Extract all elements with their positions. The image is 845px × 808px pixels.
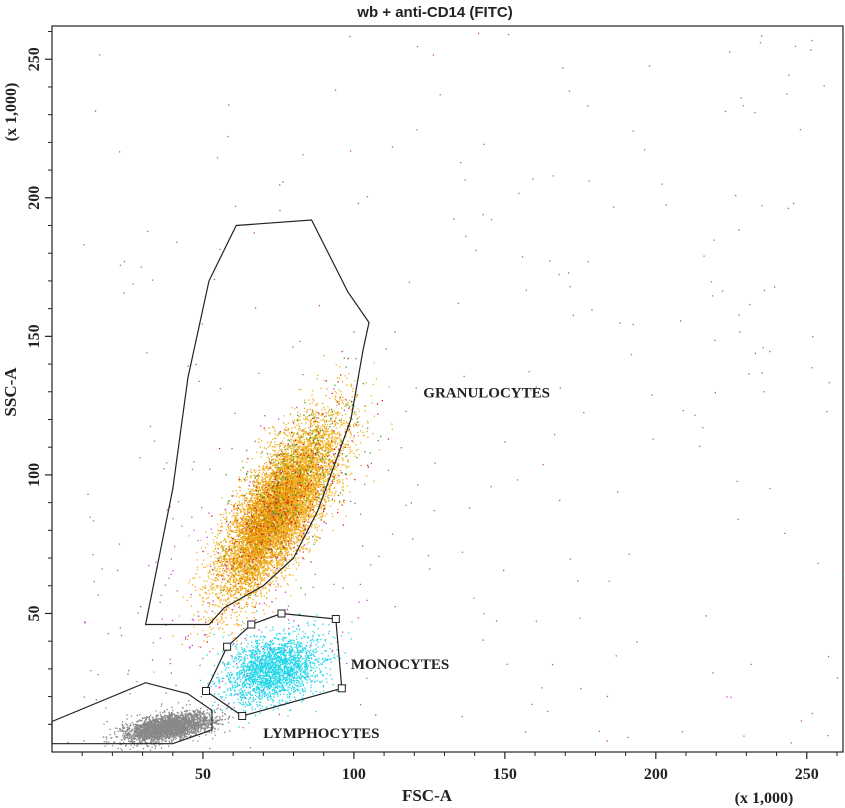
gate-outline-monocytes[interactable] bbox=[205, 612, 343, 717]
y-tick-label: 250 bbox=[26, 47, 43, 71]
gate-handle[interactable] bbox=[223, 642, 232, 651]
y-axis-label: SSC-A bbox=[1, 367, 20, 417]
gate-outline-granulocytes[interactable] bbox=[144, 219, 370, 626]
y-axis-multiplier: (x 1,000) bbox=[3, 83, 20, 142]
gate-outline-lymphocytes[interactable] bbox=[51, 682, 213, 745]
event-layer bbox=[67, 32, 845, 752]
x-tick-label: 250 bbox=[795, 766, 819, 783]
gate-handle[interactable] bbox=[247, 620, 256, 629]
gate-layer[interactable]: GRANULOCYTES MONOCYTES LYMPHOCYTES bbox=[51, 219, 550, 745]
x-tick-label: 200 bbox=[644, 766, 668, 783]
gate-granulocytes[interactable]: GRANULOCYTES bbox=[144, 219, 550, 626]
x-tick-label: 150 bbox=[493, 766, 517, 783]
granulocyte-events-dark bbox=[205, 412, 350, 606]
y-tick-label: 200 bbox=[26, 186, 43, 210]
axis-layer: 50 100 150 200 250 50 100 150 200 250 bbox=[26, 31, 838, 783]
y-tick-label: 50 bbox=[26, 606, 43, 622]
gate-handle[interactable] bbox=[331, 615, 340, 623]
gate-handle[interactable] bbox=[238, 712, 247, 720]
gate-label-granulocytes: GRANULOCYTES bbox=[423, 385, 550, 401]
y-tick-label: 100 bbox=[26, 463, 43, 487]
gate-lymphocytes[interactable]: LYMPHOCYTES bbox=[51, 682, 379, 745]
gate-label-monocytes: MONOCYTES bbox=[351, 657, 449, 673]
plot-area bbox=[51, 25, 844, 753]
y-tick-label: 150 bbox=[26, 324, 43, 348]
gate-handle[interactable] bbox=[202, 687, 210, 695]
chart-title: wb + anti-CD14 (FITC) bbox=[356, 4, 512, 21]
x-axis-label: FSC-A bbox=[402, 786, 453, 805]
gate-handle[interactable] bbox=[277, 609, 286, 618]
x-tick-label: 100 bbox=[342, 766, 366, 783]
gate-monocytes[interactable]: MONOCYTES bbox=[202, 609, 450, 720]
gate-handle[interactable] bbox=[337, 684, 346, 693]
x-tick-label: 50 bbox=[195, 766, 211, 783]
gate-label-lymphocytes: LYMPHOCYTES bbox=[263, 726, 379, 742]
lymphocyte-events bbox=[102, 700, 239, 752]
x-axis-multiplier: (x 1,000) bbox=[735, 790, 794, 807]
granulocyte-events bbox=[153, 350, 394, 722]
monocyte-events bbox=[190, 610, 353, 728]
granulocyte-red-events bbox=[205, 357, 390, 643]
